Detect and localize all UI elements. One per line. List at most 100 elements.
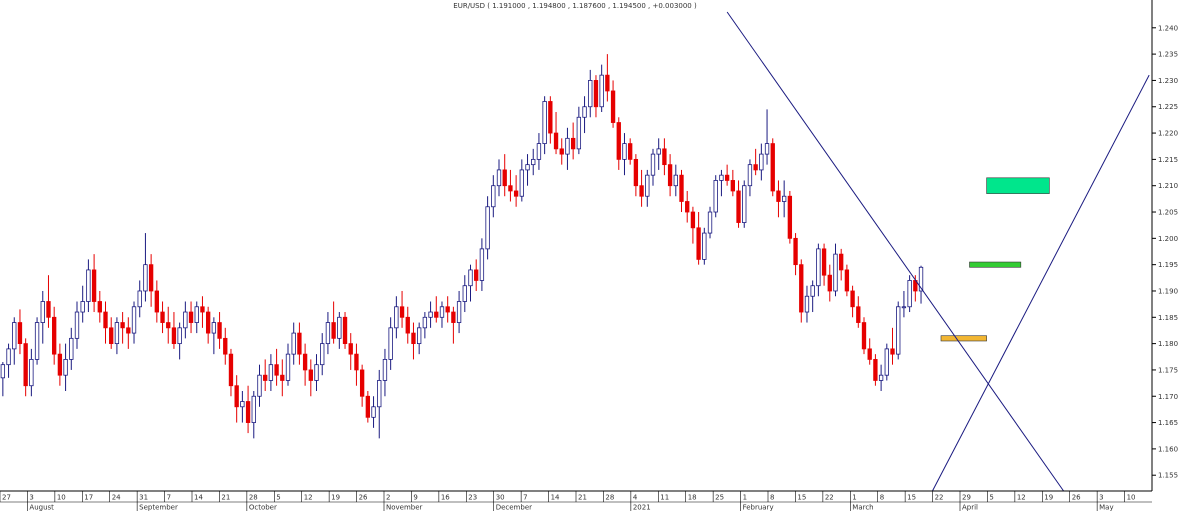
candle-body (890, 348, 895, 355)
x-tick-label: 19 (1044, 494, 1053, 502)
candle (474, 259, 479, 291)
candle-body (582, 106, 587, 118)
x-tick-label: 7 (523, 494, 527, 502)
x-tick-label: 15 (797, 494, 806, 502)
candle-body (770, 143, 775, 192)
candle-body (166, 322, 171, 329)
candle-body (759, 153, 764, 171)
candle (764, 109, 770, 165)
candle (793, 233, 798, 276)
candle (599, 64, 604, 113)
candle-body (662, 148, 667, 166)
trendline-0[interactable] (726, 11, 1065, 492)
candle-body (696, 227, 701, 260)
candle-body (645, 174, 650, 197)
candle (884, 343, 889, 381)
x-tick-label: 17 (84, 494, 93, 502)
candle (451, 306, 456, 344)
candle-body (251, 395, 256, 423)
zone-box-2 (940, 335, 987, 342)
candle-body (844, 269, 850, 292)
candle-body (742, 185, 747, 223)
candle-body (747, 164, 753, 187)
candle-body (707, 211, 713, 234)
candle-body (667, 164, 673, 187)
candle-body (685, 201, 690, 213)
candle-body (513, 190, 519, 197)
candle-body (405, 316, 410, 334)
candle-body (399, 306, 405, 318)
candle (342, 312, 348, 349)
candle (787, 190, 793, 244)
y-tick-label: 1.155 (1158, 472, 1178, 480)
trendline-1[interactable] (931, 74, 1150, 492)
y-tick-label: 1.210 (1158, 182, 1178, 190)
candles-layer (0, 54, 924, 439)
y-tick-label: 1.195 (1158, 261, 1178, 269)
candle-body (388, 327, 393, 360)
candle-body (570, 137, 576, 150)
candle (804, 285, 810, 323)
candle-body (730, 180, 735, 192)
x-tick-label: 27 (2, 494, 11, 502)
candle (263, 359, 268, 391)
candle (348, 333, 353, 370)
candle-body (525, 164, 530, 171)
candle-body (884, 348, 889, 376)
candle-body (109, 327, 114, 345)
candle-body (827, 274, 832, 292)
x-tick-label: 10 (1127, 494, 1136, 502)
candle (46, 275, 51, 328)
candle-body (867, 348, 872, 360)
candle-body (377, 380, 382, 408)
candle-body (736, 190, 741, 223)
candle-body (445, 306, 450, 313)
candle-body (240, 401, 245, 408)
candle (382, 348, 388, 397)
candle-body (69, 337, 74, 360)
candle-body (143, 264, 148, 292)
candle (148, 254, 154, 307)
candle (359, 364, 365, 407)
x-tick-label: 8 (880, 494, 884, 502)
candle (320, 333, 325, 376)
candle-body (382, 359, 388, 381)
x-tick-label: 11 (660, 494, 669, 502)
candle-body (331, 322, 336, 339)
candle (673, 164, 678, 197)
candle-body (724, 174, 730, 181)
candle-body (628, 143, 633, 160)
candle-body (542, 101, 547, 144)
zones-layer (940, 177, 1050, 342)
candle (736, 180, 741, 228)
candle-body (120, 322, 125, 329)
candle-body (713, 180, 718, 213)
candle (183, 301, 188, 339)
zone-box-0 (986, 177, 1050, 194)
candle-body (371, 406, 376, 418)
candle-body (245, 401, 251, 423)
candle (200, 296, 205, 328)
x-tick-label: 21 (221, 494, 230, 502)
candle (548, 96, 553, 144)
candle-body (451, 311, 456, 323)
candle (456, 290, 462, 334)
candle-body (434, 311, 439, 318)
candle-body (365, 395, 371, 418)
candle-body (622, 143, 627, 160)
x-tick-label: 14 (194, 494, 203, 502)
x-tick-label: 5 (989, 494, 993, 502)
y-tick-label: 1.160 (1158, 445, 1178, 453)
candle-body (160, 311, 165, 323)
candle-body (531, 158, 536, 166)
candle-body (308, 369, 313, 381)
candle (194, 301, 199, 334)
candle (639, 169, 644, 207)
candle (291, 322, 296, 365)
candle (177, 322, 182, 360)
candle-body (776, 190, 781, 202)
y-tick-label: 1.185 (1158, 314, 1178, 322)
candle-body (639, 185, 644, 197)
candle-body (228, 353, 234, 387)
